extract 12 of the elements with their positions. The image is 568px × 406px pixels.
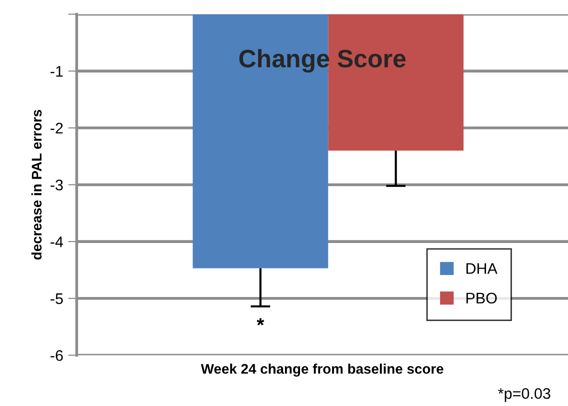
- legend-label: DHA: [466, 263, 498, 274]
- y-axis-title: decrease in PAL errors: [31, 110, 42, 260]
- y-tick-label: -3: [50, 180, 63, 190]
- y-tick-label: -5: [50, 293, 63, 304]
- y-tick-label: -4: [50, 236, 64, 248]
- x-axis-title: Week 24 change from baseline score: [200, 364, 444, 377]
- text: *p=0.03: [498, 388, 550, 402]
- legend-label: PBO: [466, 292, 497, 304]
- y-tick-label: -1: [50, 66, 63, 77]
- y-tick-label: -2: [50, 122, 63, 134]
- annotation: *: [256, 318, 264, 326]
- y-tick-label: -6: [50, 350, 63, 361]
